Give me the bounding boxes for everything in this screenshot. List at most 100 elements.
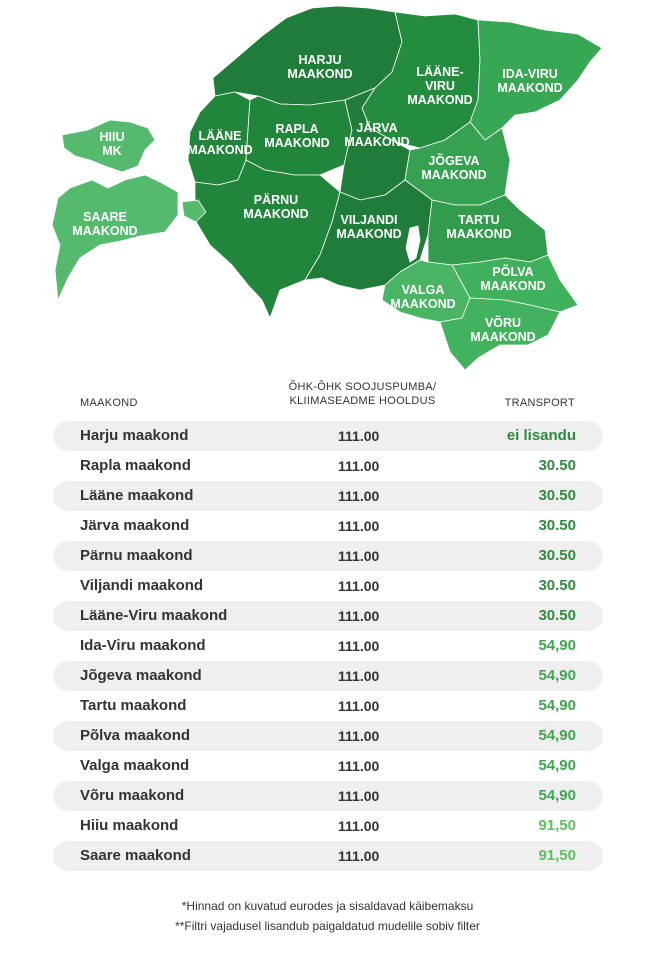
label-parnu-l2: MAAKOND bbox=[243, 207, 308, 221]
county-name: Järva maakond bbox=[80, 517, 190, 534]
county-name: Viljandi maakond bbox=[80, 577, 204, 594]
label-voru: VÕRU MAAKOND bbox=[470, 315, 535, 344]
label-parnu-l1: PÄRNU bbox=[254, 192, 298, 207]
label-rapla: RAPLA MAAKOND bbox=[264, 122, 329, 150]
county-name: Rapla maakond bbox=[80, 457, 191, 474]
header-county: MAAKOND bbox=[80, 397, 138, 409]
label-saare: SAARE MAAKOND bbox=[72, 210, 137, 238]
county-name: Võru maakond bbox=[80, 787, 185, 804]
table-row: Pärnu maakond 111.00 30.50 bbox=[53, 541, 603, 571]
table-row: Järva maakond 111.00 30.50 bbox=[53, 511, 603, 541]
label-valga: VALGA MAAKOND bbox=[390, 283, 455, 311]
transport-price: 30.50 bbox=[538, 487, 576, 504]
lake-vortsjarv bbox=[405, 225, 421, 263]
label-voru-l2: MAAKOND bbox=[470, 330, 535, 344]
service-price: 111.00 bbox=[338, 638, 380, 654]
label-ida-viru-l1: IDA-VIRU bbox=[502, 67, 558, 81]
service-price: 111.00 bbox=[338, 578, 380, 594]
table-row: Saare maakond 111.00 91,50 bbox=[53, 841, 603, 871]
county-name: Hiiu maakond bbox=[80, 817, 179, 834]
county-name: Lääne maakond bbox=[80, 487, 194, 504]
label-jarva-l2: MAAKOND bbox=[344, 135, 409, 149]
service-price: 111.00 bbox=[338, 458, 380, 474]
table-row: Harju maakond 111.00 ei lisandu bbox=[53, 421, 603, 451]
label-jogeva: JÕGEVA MAAKOND bbox=[421, 153, 486, 182]
label-parnu: PÄRNU MAAKOND bbox=[243, 192, 308, 221]
service-price: 111.00 bbox=[338, 518, 380, 534]
label-ida-viru-l2: MAAKOND bbox=[497, 81, 562, 95]
table-row: Ida-Viru maakond 111.00 54,90 bbox=[53, 631, 603, 661]
header-service-line2: KLIIMASEADME HOOLDUS bbox=[289, 395, 436, 407]
county-name: Lääne-Viru maakond bbox=[80, 607, 228, 624]
county-name: Valga maakond bbox=[80, 757, 190, 774]
transport-price: 30.50 bbox=[538, 547, 576, 564]
label-viljandi: VILJANDI MAAKOND bbox=[336, 213, 401, 241]
transport-price: 91,50 bbox=[538, 847, 576, 864]
service-price: 111.00 bbox=[338, 548, 380, 564]
county-name: Tartu maakond bbox=[80, 697, 187, 714]
label-harju-l2: MAAKOND bbox=[287, 67, 352, 81]
estonia-county-map: HARJU MAAKOND LÄÄNE-VIRU MAAKOND IDA-VIRU M… bbox=[51, 5, 603, 371]
label-polva-l1: PÕLVA bbox=[492, 264, 533, 279]
transport-price: 30.50 bbox=[538, 517, 576, 534]
county-name: Ida-Viru maakond bbox=[80, 637, 206, 654]
service-price: 111.00 bbox=[338, 608, 380, 624]
transport-price: 54,90 bbox=[538, 727, 576, 744]
label-jogeva-l2: MAAKOND bbox=[421, 168, 486, 182]
hiiu-island[interactable] bbox=[61, 119, 156, 173]
table-row: Jõgeva maakond 111.00 54,90 bbox=[53, 661, 603, 691]
table-header: MAAKOND ÕHK-ÕHK SOOJUSPUMBA/ KLIIMASEADM… bbox=[0, 378, 655, 418]
transport-price: 30.50 bbox=[538, 457, 576, 474]
ida-viru-region[interactable] bbox=[469, 19, 603, 141]
lake-peipus-edge bbox=[502, 112, 535, 165]
header-service: ÕHK-ÕHK SOOJUSPUMBA/ KLIIMASEADME HOOLDU… bbox=[270, 380, 455, 408]
table-row: Rapla maakond 111.00 30.50 bbox=[53, 451, 603, 481]
label-jarva: JÄRVA MAAKOND bbox=[344, 120, 409, 149]
service-price: 111.00 bbox=[338, 818, 380, 834]
label-jogeva-l1: JÕGEVA bbox=[428, 153, 479, 168]
label-viljandi-l1: VILJANDI bbox=[341, 213, 398, 227]
service-price: 111.00 bbox=[338, 848, 380, 864]
label-hiiu: HIIU MK bbox=[100, 130, 125, 158]
table-row: Valga maakond 111.00 54,90 bbox=[53, 751, 603, 781]
price-table: Harju maakond 111.00 ei lisandu Rapla maak… bbox=[53, 421, 603, 871]
footnote-filter: **Filtri vajadusel lisandub paigaldatud … bbox=[175, 919, 480, 933]
label-saare-l1: SAARE bbox=[83, 210, 127, 224]
label-hiiu-l2: MK bbox=[102, 144, 121, 158]
label-laane-l2: MAAKOND bbox=[187, 143, 252, 157]
footnote-vat: *Hinnad on kuvatud eurodes ja sisaldavad… bbox=[181, 899, 474, 913]
muhu-island[interactable] bbox=[181, 199, 207, 223]
label-ida-viru: IDA-VIRU MAAKOND bbox=[497, 67, 562, 95]
label-rapla-l2: MAAKOND bbox=[264, 136, 329, 150]
table-row: Lääne maakond 111.00 30.50 bbox=[53, 481, 603, 511]
service-price: 111.00 bbox=[338, 758, 380, 774]
table-row: Viljandi maakond 111.00 30.50 bbox=[53, 571, 603, 601]
transport-price: 54,90 bbox=[538, 787, 576, 804]
saare-island[interactable] bbox=[51, 174, 179, 301]
label-polva: PÕLVA MAAKOND bbox=[480, 264, 545, 293]
label-valga-l2: MAAKOND bbox=[390, 297, 455, 311]
label-rapla-l1: RAPLA bbox=[275, 122, 318, 136]
transport-price: ei lisandu bbox=[506, 427, 576, 444]
transport-price: 30.50 bbox=[538, 607, 576, 624]
label-laane-viru-l2: VIRU bbox=[425, 79, 455, 93]
label-harju: HARJU MAAKOND bbox=[287, 53, 352, 81]
label-harju-l1: HARJU bbox=[298, 53, 341, 67]
table-row: Tartu maakond 111.00 54,90 bbox=[53, 691, 603, 721]
label-laane-l1: LÄÄNE bbox=[198, 128, 241, 143]
label-hiiu-l1: HIIU bbox=[100, 130, 125, 144]
transport-price: 54,90 bbox=[538, 667, 576, 684]
label-valga-l1: VALGA bbox=[402, 283, 445, 297]
table-row: Põlva maakond 111.00 54,90 bbox=[53, 721, 603, 751]
service-price: 111.00 bbox=[338, 668, 380, 684]
label-laane-viru-l1: LÄÄNE- bbox=[416, 64, 463, 79]
county-name: Jõgeva maakond bbox=[80, 667, 202, 684]
county-name: Harju maakond bbox=[80, 427, 189, 444]
service-price: 111.00 bbox=[338, 428, 380, 444]
service-price: 111.00 bbox=[338, 788, 380, 804]
voru-region[interactable] bbox=[439, 297, 561, 371]
transport-price: 91,50 bbox=[538, 817, 576, 834]
county-name: Pärnu maakond bbox=[80, 547, 193, 564]
label-viljandi-l2: MAAKOND bbox=[336, 227, 401, 241]
transport-price: 54,90 bbox=[538, 697, 576, 714]
